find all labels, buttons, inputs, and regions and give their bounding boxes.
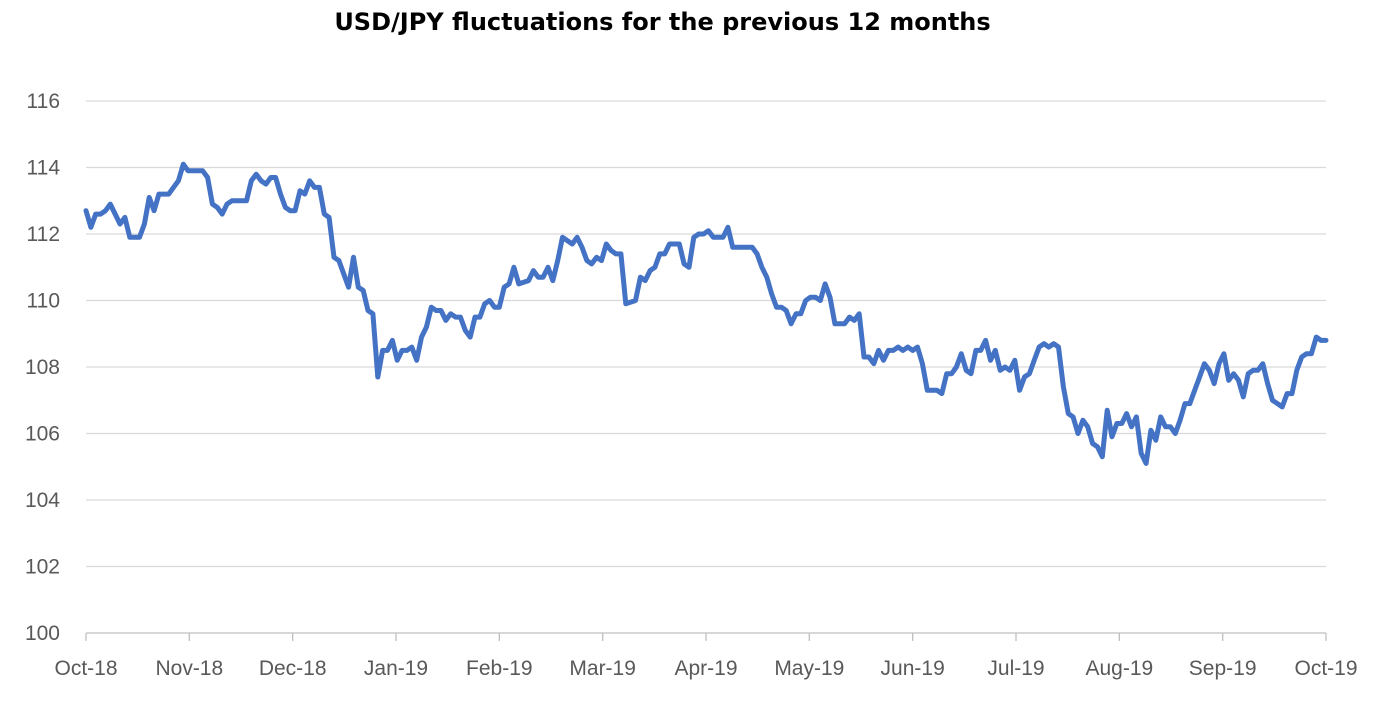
y-axis-ticks: 100 102 104 106 108 110 112 114 116: [25, 90, 60, 645]
x-tick-label: Oct-19: [1294, 657, 1357, 680]
y-tick-label: 116: [27, 90, 60, 113]
x-tick-label: Dec-18: [259, 657, 327, 680]
y-tick-label: 110: [27, 290, 60, 313]
x-tick-label: Apr-19: [674, 657, 737, 680]
usd-jpy-line: [83, 161, 1329, 466]
x-tick-label: Sep-19: [1189, 657, 1257, 680]
x-tick-label: Aug-19: [1085, 657, 1153, 680]
y-tick-label: 100: [25, 622, 60, 645]
y-tick-label: 104: [25, 489, 60, 512]
x-tick-label: May-19: [774, 657, 844, 680]
x-tick-label: Jun-19: [881, 657, 945, 680]
chart-title: USD/JPY fluctuations for the previous 12…: [0, 8, 1325, 36]
x-tick-label: Nov-18: [155, 657, 223, 680]
x-tick-label: Jan-19: [364, 657, 428, 680]
x-axis-ticks: Oct-18 Nov-18 Dec-18 Jan-19 Feb-19 Mar-19 Apr-…: [54, 657, 1357, 680]
chart-title-text: USD/JPY fluctuations for the previous 12…: [334, 8, 991, 36]
y-tick-label: 106: [25, 423, 60, 446]
x-tick-label: Jul-19: [987, 657, 1044, 680]
y-tick-label: 108: [25, 356, 60, 379]
x-tick-label: Oct-18: [54, 657, 117, 680]
x-axis: [85, 632, 1327, 641]
x-tick-label: Mar-19: [569, 657, 636, 680]
y-tick-label: 112: [27, 223, 60, 246]
y-tick-label: 102: [25, 556, 60, 579]
series-layer: [83, 161, 1329, 466]
y-tick-label: 114: [27, 157, 61, 180]
x-tick-label: Feb-19: [466, 657, 533, 680]
gridlines: [86, 100, 1326, 568]
